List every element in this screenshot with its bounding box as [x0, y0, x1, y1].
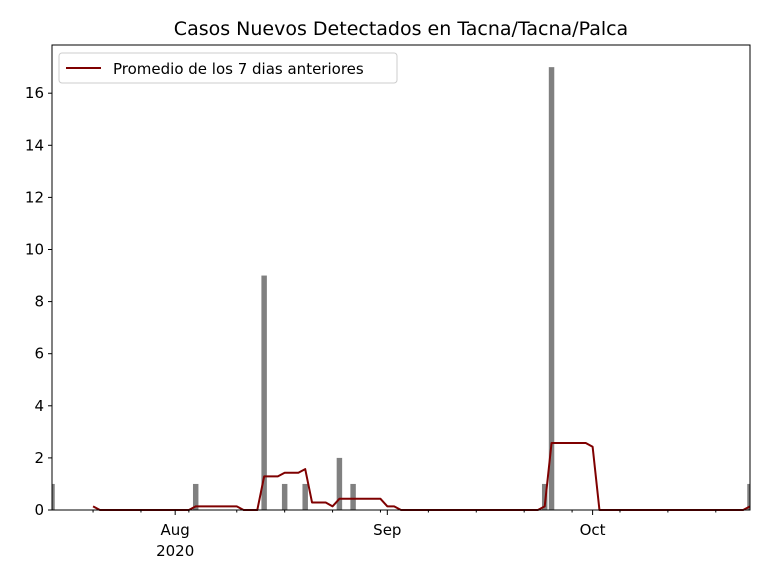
y-tick-label: 16 — [25, 84, 44, 102]
bar — [747, 483, 750, 510]
y-tick-label: 8 — [34, 293, 44, 311]
bar — [281, 483, 288, 510]
bar — [192, 483, 199, 510]
legend: Promedio de los 7 dias anteriores — [58, 52, 398, 84]
chart-title: Casos Nuevos Detectados en Tacna/Tacna/P… — [174, 18, 628, 40]
bar — [302, 483, 308, 510]
bar — [350, 483, 356, 510]
y-tick-label: 0 — [34, 501, 44, 519]
x-axis: Aug 2020 Sep Oct — [92, 510, 717, 560]
y-axis: 0 2 4 6 8 10 12 14 16 — [25, 84, 52, 519]
plot-frame — [51, 44, 751, 511]
bar — [261, 275, 267, 510]
bar — [336, 457, 343, 510]
line-layer — [92, 442, 751, 511]
y-tick-label: 6 — [34, 345, 44, 363]
y-tick-label: 2 — [34, 449, 44, 467]
bar — [541, 483, 548, 510]
bar — [52, 483, 55, 510]
x-tick-label: Oct — [580, 521, 606, 539]
y-tick-label: 4 — [34, 397, 44, 415]
average-line — [92, 442, 751, 511]
legend-label: Promedio de los 7 dias anteriores — [113, 60, 364, 78]
x-tick-label: Sep — [373, 521, 401, 539]
y-tick-label: 12 — [25, 188, 44, 206]
y-tick-label: 14 — [25, 136, 44, 154]
x-tick-label: Aug — [161, 521, 190, 539]
x-tick-year-label: 2020 — [156, 542, 194, 560]
legend-box — [58, 52, 398, 84]
bar — [548, 67, 555, 510]
y-tick-label: 10 — [25, 240, 44, 258]
bar-layer — [52, 67, 750, 510]
